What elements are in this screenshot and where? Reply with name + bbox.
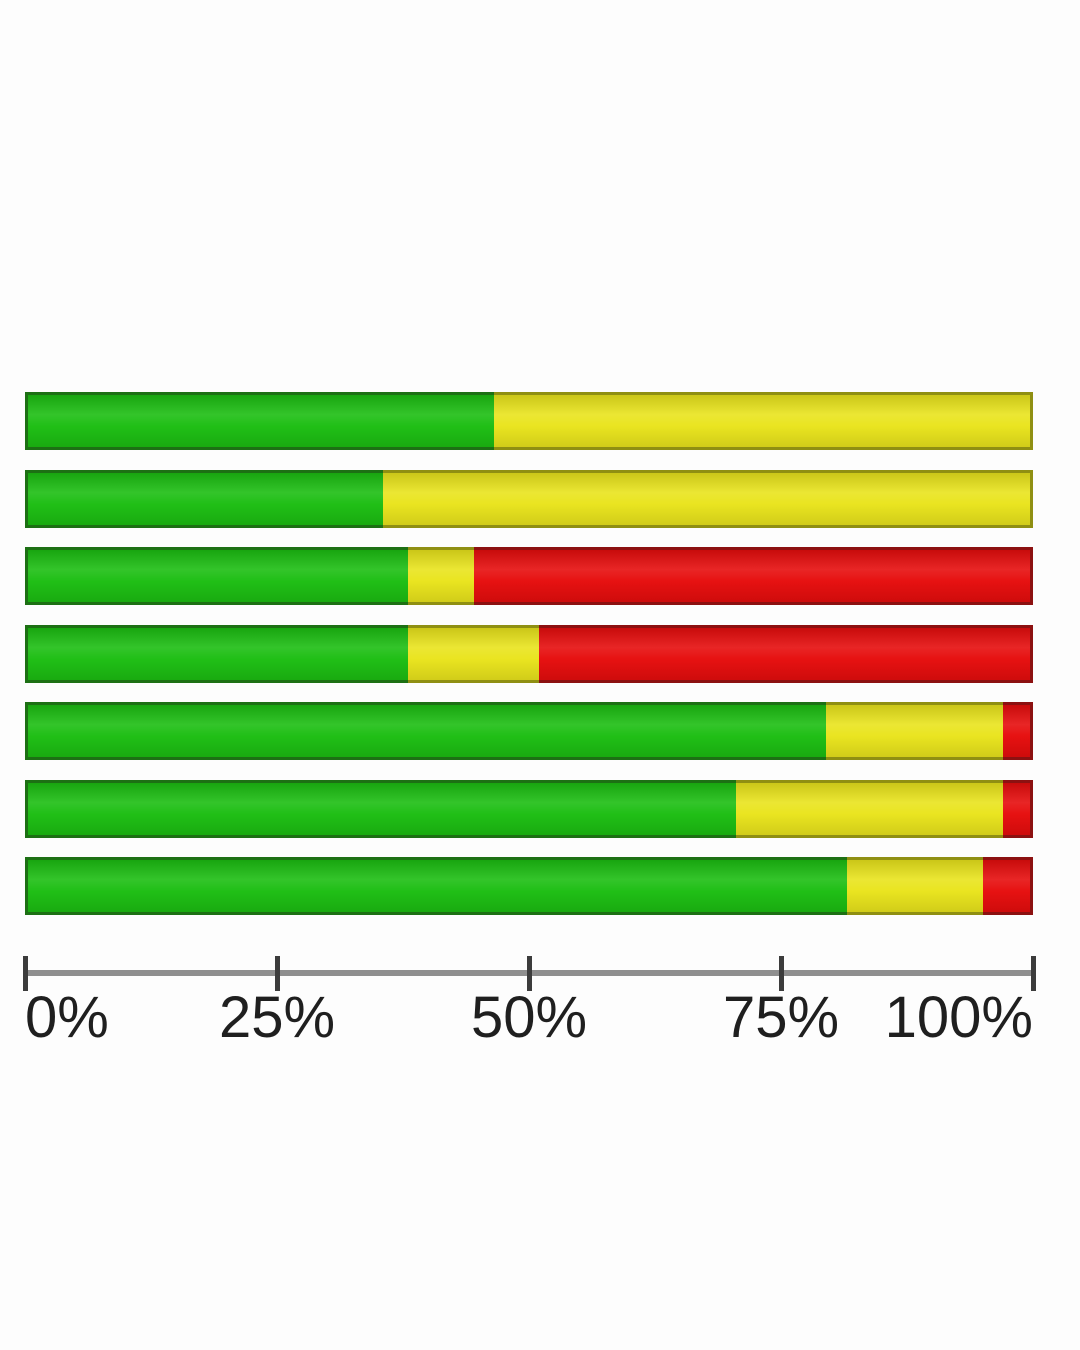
stacked-bar-row-4 (25, 624, 1033, 683)
x-axis-tick (274, 956, 280, 991)
x-axis-tick-label: 50% (470, 985, 588, 1050)
bar-segment-yellow (493, 392, 1033, 450)
x-axis-tick-label: 100% (884, 985, 1033, 1050)
bar-segment-green (25, 857, 847, 915)
bar-segment-red (982, 857, 1033, 915)
bar-segment-green (25, 469, 383, 528)
bar-segment-green (25, 702, 827, 760)
stacked-bar-row-1 (25, 392, 1033, 450)
stacked-bar-row-7 (25, 857, 1033, 915)
stacked-bar-row-6 (25, 779, 1033, 838)
x-axis-tick-label: 0% (25, 985, 109, 1050)
plot-area (25, 392, 1033, 935)
x-axis-tick (526, 956, 532, 991)
x-axis-tick-label: 25% (218, 985, 336, 1050)
stacked-bar-row-5 (25, 702, 1033, 760)
x-axis-tick (778, 956, 784, 991)
bar-segment-yellow (382, 469, 1033, 528)
stacked-bar-row-2 (25, 469, 1033, 528)
bar-segment-yellow (408, 624, 540, 683)
bar-segment-yellow (408, 547, 474, 605)
x-axis-tick (1030, 956, 1036, 991)
bar-segment-red (1002, 702, 1033, 760)
bar-segment-yellow (735, 779, 1003, 838)
bar-segment-green (25, 392, 494, 450)
bar-segment-red (539, 624, 1033, 683)
bar-segment-red (473, 547, 1033, 605)
bar-segment-green (25, 779, 736, 838)
bar-segment-red (1002, 779, 1033, 838)
bar-segment-yellow (826, 702, 1003, 760)
bar-segment-yellow (846, 857, 983, 915)
bar-segment-green (25, 624, 409, 683)
stacked-bar-row-3 (25, 547, 1033, 605)
x-axis-tick (22, 956, 28, 991)
x-axis-tick-label: 75% (722, 985, 840, 1050)
bar-segment-green (25, 547, 409, 605)
